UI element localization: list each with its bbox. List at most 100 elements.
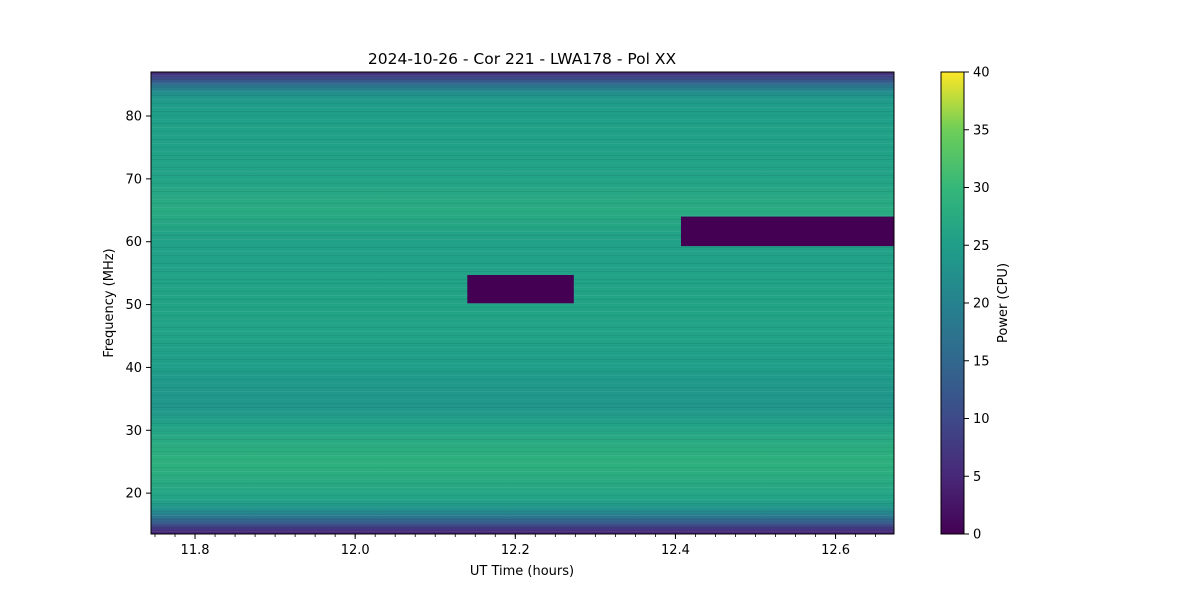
heatmap-band	[151, 187, 894, 188]
heatmap-band	[151, 207, 894, 208]
x-tick-label: 12.2	[501, 543, 530, 558]
colorbar-tick-label: 10	[973, 412, 990, 427]
heatmap-band	[151, 139, 894, 140]
heatmap-band	[151, 203, 894, 204]
heatmap-band	[151, 439, 894, 440]
heatmap-band	[151, 507, 894, 508]
masked-region	[681, 216, 894, 247]
heatmap-band	[151, 315, 894, 316]
chart-title: 2024-10-26 - Cor 221 - LWA178 - Pol XX	[368, 50, 677, 68]
heatmap-band	[151, 167, 894, 168]
heatmap-band	[151, 131, 894, 132]
heatmap-band	[151, 467, 894, 468]
y-tick-label: 50	[125, 298, 142, 313]
colorbar-tick-label: 5	[973, 470, 981, 485]
heatmap-band	[151, 327, 894, 328]
x-tick-label: 11.8	[181, 543, 210, 558]
heatmap-band	[151, 411, 894, 412]
heatmap-band	[151, 447, 894, 448]
colorbar-tick-label: 30	[973, 181, 990, 196]
heatmap-band	[151, 527, 894, 528]
heatmap-band	[151, 375, 894, 376]
heatmap-band	[151, 427, 894, 428]
heatmap-band	[151, 319, 894, 320]
heatmap-band	[151, 403, 894, 404]
heatmap-band	[151, 307, 894, 308]
y-tick-label: 20	[125, 487, 142, 502]
heatmap-band	[151, 407, 894, 408]
heatmap-band	[151, 135, 894, 136]
heatmap-band	[151, 119, 894, 120]
heatmap-band	[151, 95, 894, 96]
heatmap-band	[151, 459, 894, 460]
heatmap-band	[151, 367, 894, 368]
heatmap-band	[151, 455, 894, 456]
heatmap-band	[151, 371, 894, 372]
heatmap-band	[151, 163, 894, 164]
heatmap-band	[151, 219, 894, 220]
heatmap-band	[151, 127, 894, 128]
heatmap-band	[151, 83, 894, 84]
heatmap-band	[151, 123, 894, 124]
heatmap-band	[151, 463, 894, 464]
heatmap-band	[151, 363, 894, 364]
heatmap-band	[151, 451, 894, 452]
heatmap-band	[151, 79, 894, 80]
heatmap-band	[151, 419, 894, 420]
heatmap-band	[151, 531, 894, 532]
heatmap-band	[151, 387, 894, 388]
heatmap-band	[151, 75, 894, 76]
heatmap-band	[151, 359, 894, 360]
heatmap-band	[151, 87, 894, 88]
heatmap-band	[151, 335, 894, 336]
colorbar: 0 5 10 15 20 25 30 35 40 Power (CPU)	[940, 66, 1011, 543]
y-tick-label: 40	[125, 361, 142, 376]
heatmap-band	[151, 255, 894, 256]
heatmap-band	[151, 331, 894, 332]
colorbar-gradient	[940, 71, 965, 535]
heatmap-band	[151, 499, 894, 500]
colorbar-label: Power (CPU)	[996, 263, 1011, 343]
y-tick-label: 60	[125, 235, 142, 250]
heatmap-band	[151, 303, 894, 304]
heatmap-band	[151, 351, 894, 352]
heatmap-band	[151, 183, 894, 184]
heatmap-band	[151, 355, 894, 356]
y-axis: 20 30 40 50 60 70 80	[125, 110, 151, 502]
y-tick-label: 80	[125, 110, 142, 125]
heatmap-band	[151, 519, 894, 520]
heatmap-band	[151, 103, 894, 104]
heatmap-band	[151, 479, 894, 480]
heatmap-band	[151, 91, 894, 92]
heatmap-band	[151, 191, 894, 192]
heatmap-band	[151, 431, 894, 432]
heatmap-band	[151, 475, 894, 476]
heatmap-band	[151, 495, 894, 496]
heatmap-band	[151, 383, 894, 384]
heatmap-band	[151, 115, 894, 116]
heatmap-band	[151, 159, 894, 160]
heatmap-band	[151, 347, 894, 348]
heatmap-band	[151, 247, 894, 248]
heatmap-band	[151, 511, 894, 512]
heatmap-band	[151, 399, 894, 400]
heatmap-band	[151, 263, 894, 264]
heatmap-band	[151, 323, 894, 324]
heatmap-band	[151, 259, 894, 260]
heatmap-band	[151, 195, 894, 196]
x-tick-label: 12.4	[661, 543, 690, 558]
heatmap-bands	[151, 75, 894, 532]
heatmap-band	[151, 311, 894, 312]
colorbar-ticks: 0 5 10 15 20 25 30 35 40	[964, 66, 990, 543]
x-tick-label: 12.0	[341, 543, 370, 558]
heatmap-area	[150, 71, 895, 535]
heatmap-band	[151, 415, 894, 416]
heatmap-band	[151, 99, 894, 100]
heatmap-band	[151, 423, 894, 424]
heatmap-band	[151, 147, 894, 148]
heatmap-band	[151, 235, 894, 236]
heatmap-band	[151, 171, 894, 172]
colorbar-tick-label: 15	[973, 354, 990, 369]
colorbar-tick-label: 40	[973, 66, 990, 81]
heatmap-band	[151, 271, 894, 272]
